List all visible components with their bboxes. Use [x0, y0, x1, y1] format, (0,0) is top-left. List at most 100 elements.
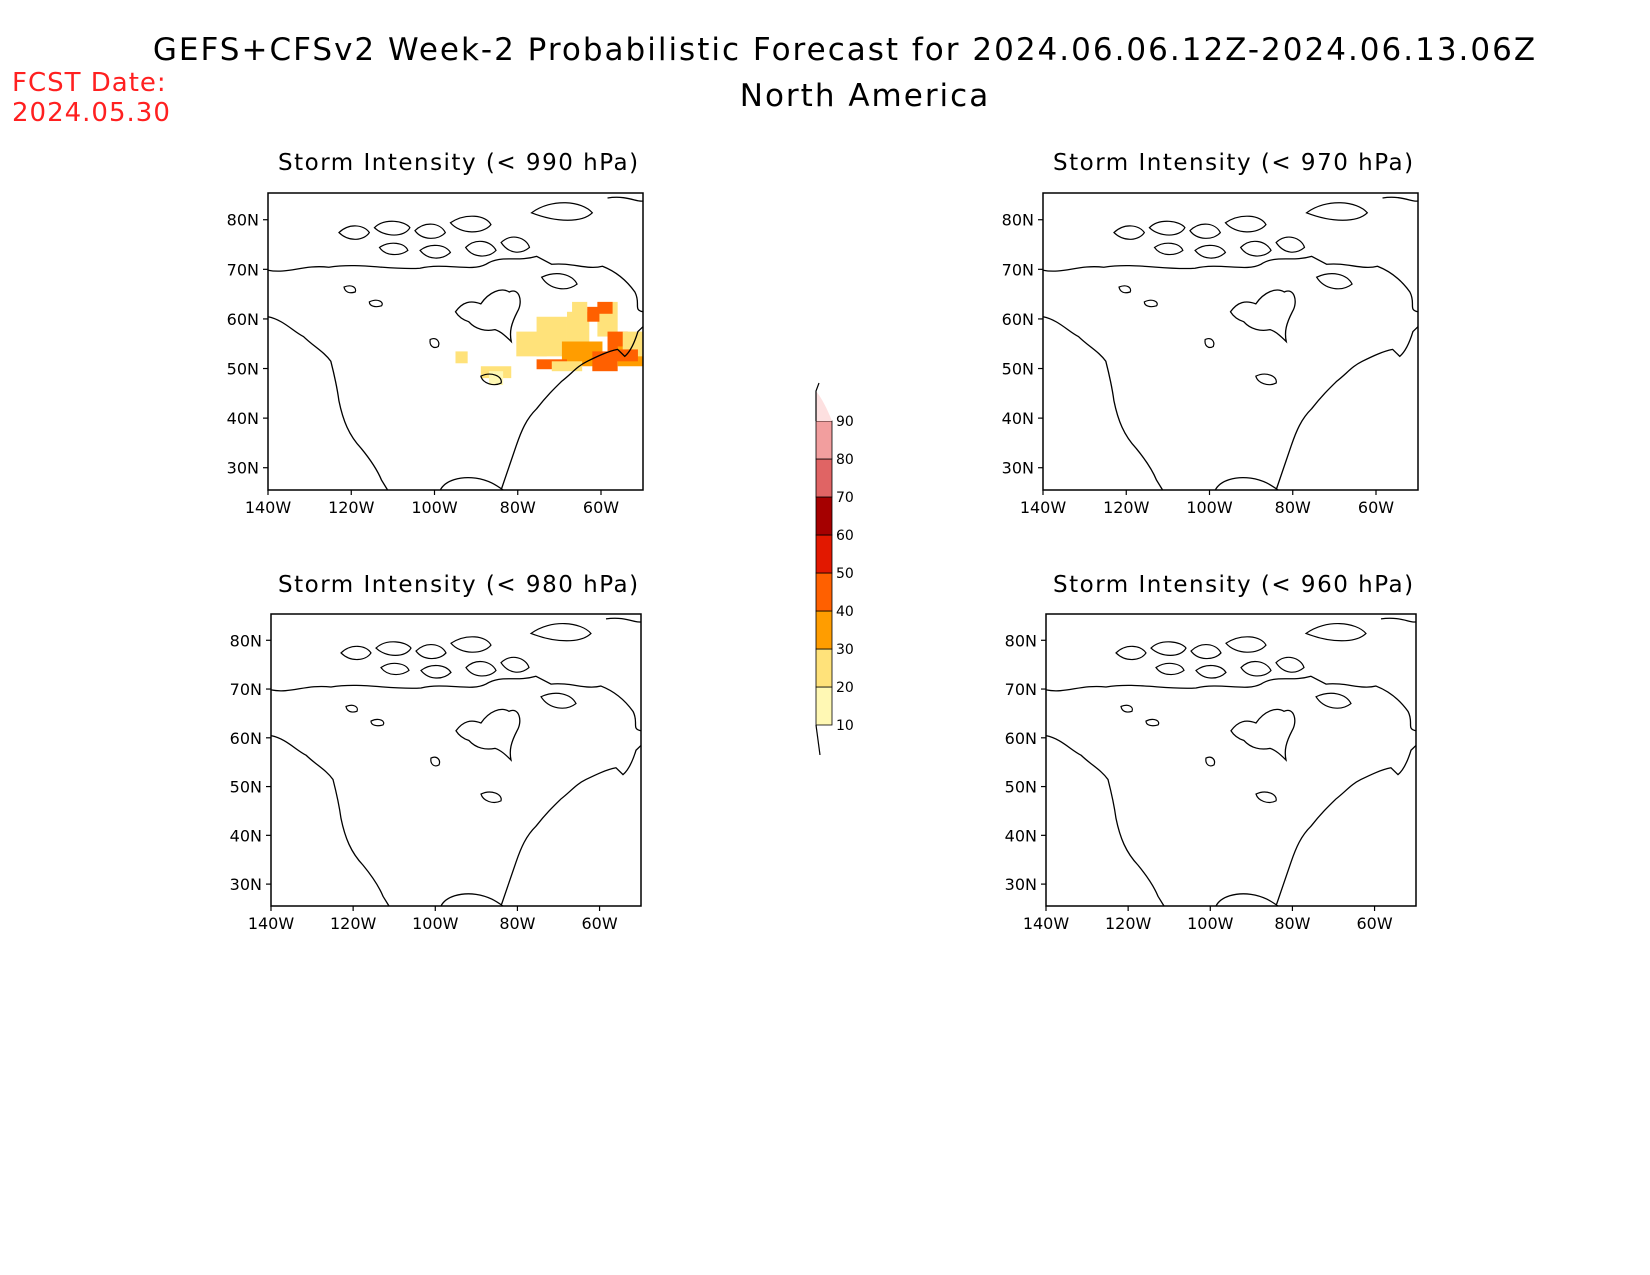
island-outline [449, 215, 492, 233]
lat-tick-label: 40N [1002, 409, 1034, 428]
lat-tick-label: 60N [230, 729, 262, 748]
island-outline [1153, 242, 1184, 256]
island-outline [1255, 373, 1277, 386]
map-panel-990: 80N 70N 60N 50N 40N 30N 140W 120W 100W 80W 60W [227, 192, 644, 517]
map-panel-960: 80N 70N 60N 50N 40N 30N 140W 120W 100W 80W 60W [1005, 613, 1417, 933]
island-outline [450, 636, 492, 653]
lat-tick-label: 50N [1002, 360, 1034, 379]
island-outline [430, 756, 441, 767]
lat-tick-label: 50N [227, 360, 259, 379]
colorbar-cap-top [816, 391, 832, 421]
lon-tick-label: 60W [581, 914, 617, 933]
probability-cell [587, 306, 600, 322]
island-outline [1155, 662, 1185, 676]
island-outline [1150, 641, 1187, 656]
island-outline [1118, 285, 1132, 294]
lat-tick-label: 60N [1002, 310, 1034, 329]
lat-tick-label: 40N [230, 826, 262, 845]
lon-tick-label: 100W [412, 914, 459, 933]
island-outline [378, 242, 409, 256]
panel-title-970: Storm Intensity (< 970 hPa) [1053, 150, 1415, 176]
island-outline [1205, 756, 1216, 767]
island-outline [380, 662, 410, 676]
lat-tick-label: 30N [230, 875, 262, 894]
island-outline [1143, 299, 1158, 308]
lon-tick-label: 120W [1103, 498, 1150, 517]
lon-tick-label: 80W [500, 498, 536, 517]
island-outline [1145, 718, 1160, 727]
fcst-date-label: FCST Date: [12, 68, 167, 98]
island-outline [1239, 240, 1272, 257]
colorbar-label: 20 [836, 680, 854, 696]
lon-tick-label: 100W [1187, 914, 1234, 933]
colorbar-segment [815, 420, 833, 460]
island-outline [1275, 236, 1306, 253]
lat-tick-label: 60N [227, 310, 259, 329]
map-frame [1042, 192, 1419, 491]
map-frame [1045, 613, 1417, 907]
colorbar-label: 30 [836, 642, 854, 658]
island-outline [500, 656, 530, 673]
map-frame [270, 613, 642, 907]
island-outline [1304, 623, 1367, 642]
map-frame [267, 192, 644, 491]
lon-tick-label: 80W [1274, 914, 1310, 933]
island-outline [540, 692, 577, 709]
island-outline [340, 645, 372, 661]
lon-tick-label: 140W [248, 914, 295, 933]
lon-tick-label: 120W [330, 914, 377, 933]
panel-title-980: Storm Intensity (< 980 hPa) [278, 572, 640, 598]
lat-tick-label: 30N [227, 459, 259, 478]
lon-tick-label: 60W [1358, 498, 1394, 517]
lat-tick-label: 80N [230, 631, 262, 650]
region-title: North America [739, 78, 991, 114]
colorbar-segment [815, 458, 833, 498]
colorbar-cap-outline [815, 382, 820, 421]
map-panel-980: 80N 70N 60N 50N 40N 30N 140W 120W 100W 80W 60W [230, 613, 642, 933]
colorbar-label: 70 [836, 490, 854, 506]
lon-tick-label: 100W [411, 498, 458, 517]
colorbar-segment [815, 686, 833, 726]
lon-tick-label: 140W [245, 498, 292, 517]
island-outline [1113, 225, 1146, 240]
lat-tick-label: 30N [1002, 459, 1034, 478]
island-outline [1190, 644, 1222, 660]
island-outline [1115, 645, 1147, 661]
island-outline [480, 791, 502, 803]
colorbar-segment [815, 496, 833, 536]
lat-tick-label: 50N [230, 778, 262, 797]
coastline [267, 196, 644, 491]
island-outline [1255, 791, 1277, 803]
lat-tick-label: 80N [1002, 211, 1034, 230]
colorbar-label: 40 [836, 604, 854, 620]
island-outline [1315, 692, 1352, 709]
lat-tick-label: 30N [1005, 875, 1037, 894]
lat-tick-label: 70N [1005, 680, 1037, 699]
colorbar-label: 80 [836, 452, 854, 468]
lon-tick-label: 80W [499, 914, 535, 933]
panel-title-960: Storm Intensity (< 960 hPa) [1053, 572, 1415, 598]
island-outline [343, 285, 357, 294]
lon-tick-label: 140W [1023, 914, 1070, 933]
lat-tick-label: 70N [230, 680, 262, 699]
island-outline [1305, 202, 1369, 221]
coastline [1045, 617, 1417, 907]
main-title: GEFS+CFSv2 Week-2 Probabilistic Forecast… [152, 32, 1538, 68]
island-outline [1224, 215, 1267, 233]
colorbar-segment [815, 648, 833, 688]
lon-tick-label: 140W [1020, 498, 1067, 517]
lon-tick-label: 60W [583, 498, 619, 517]
island-outline [480, 373, 502, 386]
island-outline [464, 240, 497, 257]
colorbar-segment [815, 534, 833, 574]
probability-cell [597, 301, 613, 314]
island-outline [338, 225, 371, 240]
colorbar-label: 50 [836, 566, 854, 582]
lat-tick-label: 80N [227, 211, 259, 230]
lon-tick-label: 120W [328, 498, 375, 517]
island-outline [429, 338, 440, 349]
island-outline [465, 661, 497, 677]
island-outline [529, 623, 592, 642]
island-outline [415, 644, 447, 660]
island-outline [368, 299, 383, 308]
